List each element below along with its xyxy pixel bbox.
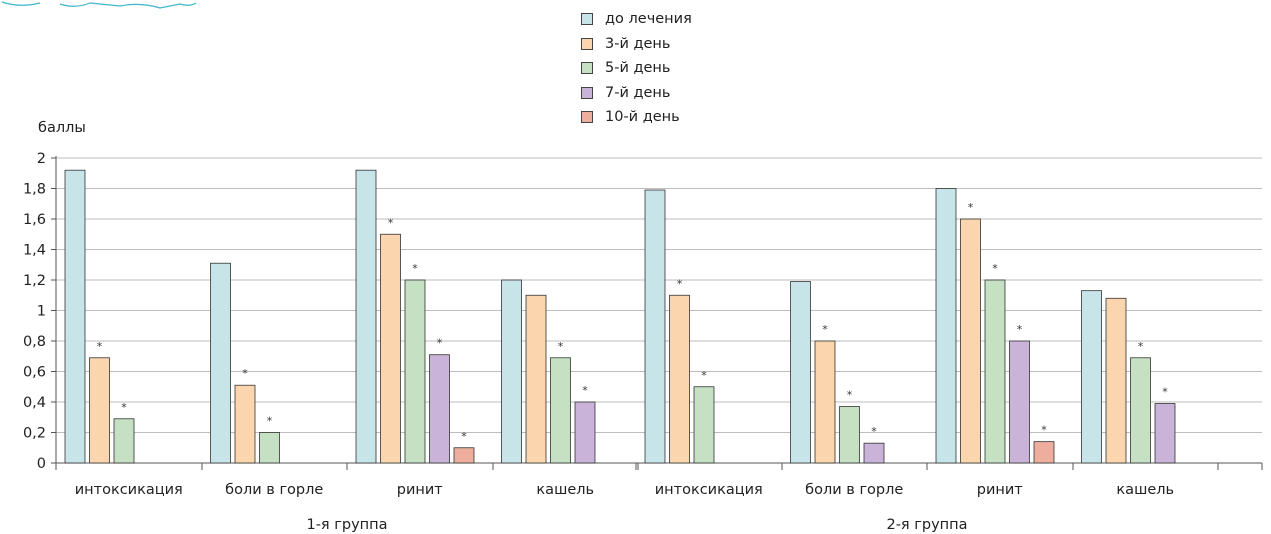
y-tick-label: 0,6 — [23, 365, 46, 381]
significance-marks: * * * * * * * * * * * * * * * * * * * * * — [97, 201, 1169, 443]
bar — [984, 279, 1006, 464]
category-label: боли в горле — [225, 482, 323, 498]
significance-star: * — [558, 340, 564, 353]
bar — [453, 447, 475, 464]
group-labels: 1-я группа 2-я группа — [306, 517, 967, 533]
y-tick-label: 1 — [37, 304, 46, 320]
legend-item: до лечения — [581, 7, 692, 32]
group-label: 1-я группа — [306, 517, 387, 533]
y-tick-label: 1,4 — [23, 243, 46, 259]
y-tick-label: 1,6 — [23, 212, 46, 228]
y-axis-label: баллы — [38, 120, 86, 136]
significance-star: * — [121, 401, 127, 414]
bar — [935, 188, 957, 464]
y-tick-labels: 0 0,2 0,4 0,6 0,8 1 1,2 1,4 1,6 1,8 2 — [23, 151, 46, 472]
category-label: кашель — [536, 482, 594, 498]
bar — [64, 169, 86, 464]
bar — [501, 279, 522, 464]
bar — [839, 406, 860, 464]
bar — [669, 294, 690, 464]
y-tick-label: 1,8 — [23, 182, 46, 198]
category-label: ринит — [977, 482, 1024, 498]
legend-label: 3-й день — [605, 35, 671, 52]
bar — [960, 218, 981, 464]
significance-star: * — [242, 367, 248, 380]
significance-star: * — [437, 337, 443, 350]
legend-item: 7-й день — [581, 81, 692, 106]
bar — [525, 294, 547, 464]
bars — [64, 169, 1176, 464]
bar — [814, 340, 836, 464]
significance-star: * — [1138, 340, 1144, 353]
legend-swatch — [581, 86, 593, 99]
significance-star: * — [388, 216, 394, 229]
legend-label: 5-й день — [605, 60, 671, 77]
bar — [113, 418, 135, 464]
significance-star: * — [267, 415, 273, 428]
legend-swatch — [581, 62, 593, 75]
bar — [429, 354, 450, 464]
significance-star: * — [1041, 424, 1047, 437]
bar — [259, 432, 280, 464]
significance-star: * — [968, 201, 974, 214]
bar — [863, 442, 885, 464]
bar — [693, 386, 715, 464]
legend-item: 10-й день — [581, 105, 692, 130]
y-tick-label: 0,4 — [23, 395, 46, 411]
y-tick-label: 0,8 — [23, 334, 46, 350]
bar — [380, 233, 401, 464]
corner-decoration — [1, 1, 197, 9]
legend: до лечения 3-й день 5-й день 7-й день 10… — [581, 7, 692, 130]
category-label: боли в горле — [805, 482, 903, 498]
significance-star: * — [871, 425, 877, 438]
bar — [574, 401, 596, 464]
y-tick-label: 2 — [37, 151, 46, 167]
significance-star: * — [847, 389, 853, 402]
category-label: интоксикация — [655, 482, 763, 498]
legend-swatch — [581, 111, 593, 124]
bar — [644, 189, 666, 464]
legend-swatch — [581, 37, 593, 50]
category-label: интоксикация — [75, 482, 183, 498]
bar — [1105, 297, 1127, 464]
legend-item: 5-й день — [581, 56, 692, 81]
legend-label: 7-й день — [605, 84, 671, 101]
significance-star: * — [1162, 386, 1168, 399]
bar — [404, 279, 426, 464]
y-tick-label: 0 — [37, 456, 46, 472]
significance-star: * — [582, 384, 588, 397]
significance-star: * — [992, 262, 998, 275]
bar — [234, 384, 256, 464]
bar — [210, 262, 231, 464]
legend-swatch — [581, 13, 593, 26]
y-tick-label: 1,2 — [23, 273, 46, 289]
bar — [1009, 340, 1030, 464]
legend-item: 3-й день — [581, 32, 692, 57]
group-label: 2-я группа — [886, 517, 967, 533]
bar — [89, 357, 110, 464]
bar — [1130, 357, 1151, 464]
significance-star: * — [412, 262, 418, 275]
significance-star: * — [461, 430, 467, 443]
bar — [790, 281, 811, 464]
y-tick-label: 0,2 — [23, 426, 46, 442]
bar — [1154, 403, 1176, 464]
significance-star: * — [701, 369, 707, 382]
category-label: кашель — [1116, 482, 1174, 498]
legend-label: 10-й день — [605, 109, 680, 126]
significance-star: * — [97, 340, 103, 353]
bar — [1033, 441, 1055, 464]
significance-star: * — [677, 277, 683, 290]
category-labels: интоксикация боли в горле ринит кашель инток… — [75, 482, 1174, 498]
bar — [1081, 290, 1102, 464]
category-label: ринит — [397, 482, 444, 498]
bar — [355, 169, 377, 464]
bar — [550, 357, 571, 464]
significance-star: * — [1017, 323, 1023, 336]
significance-star: * — [822, 323, 828, 336]
legend-label: до лечения — [605, 11, 692, 28]
